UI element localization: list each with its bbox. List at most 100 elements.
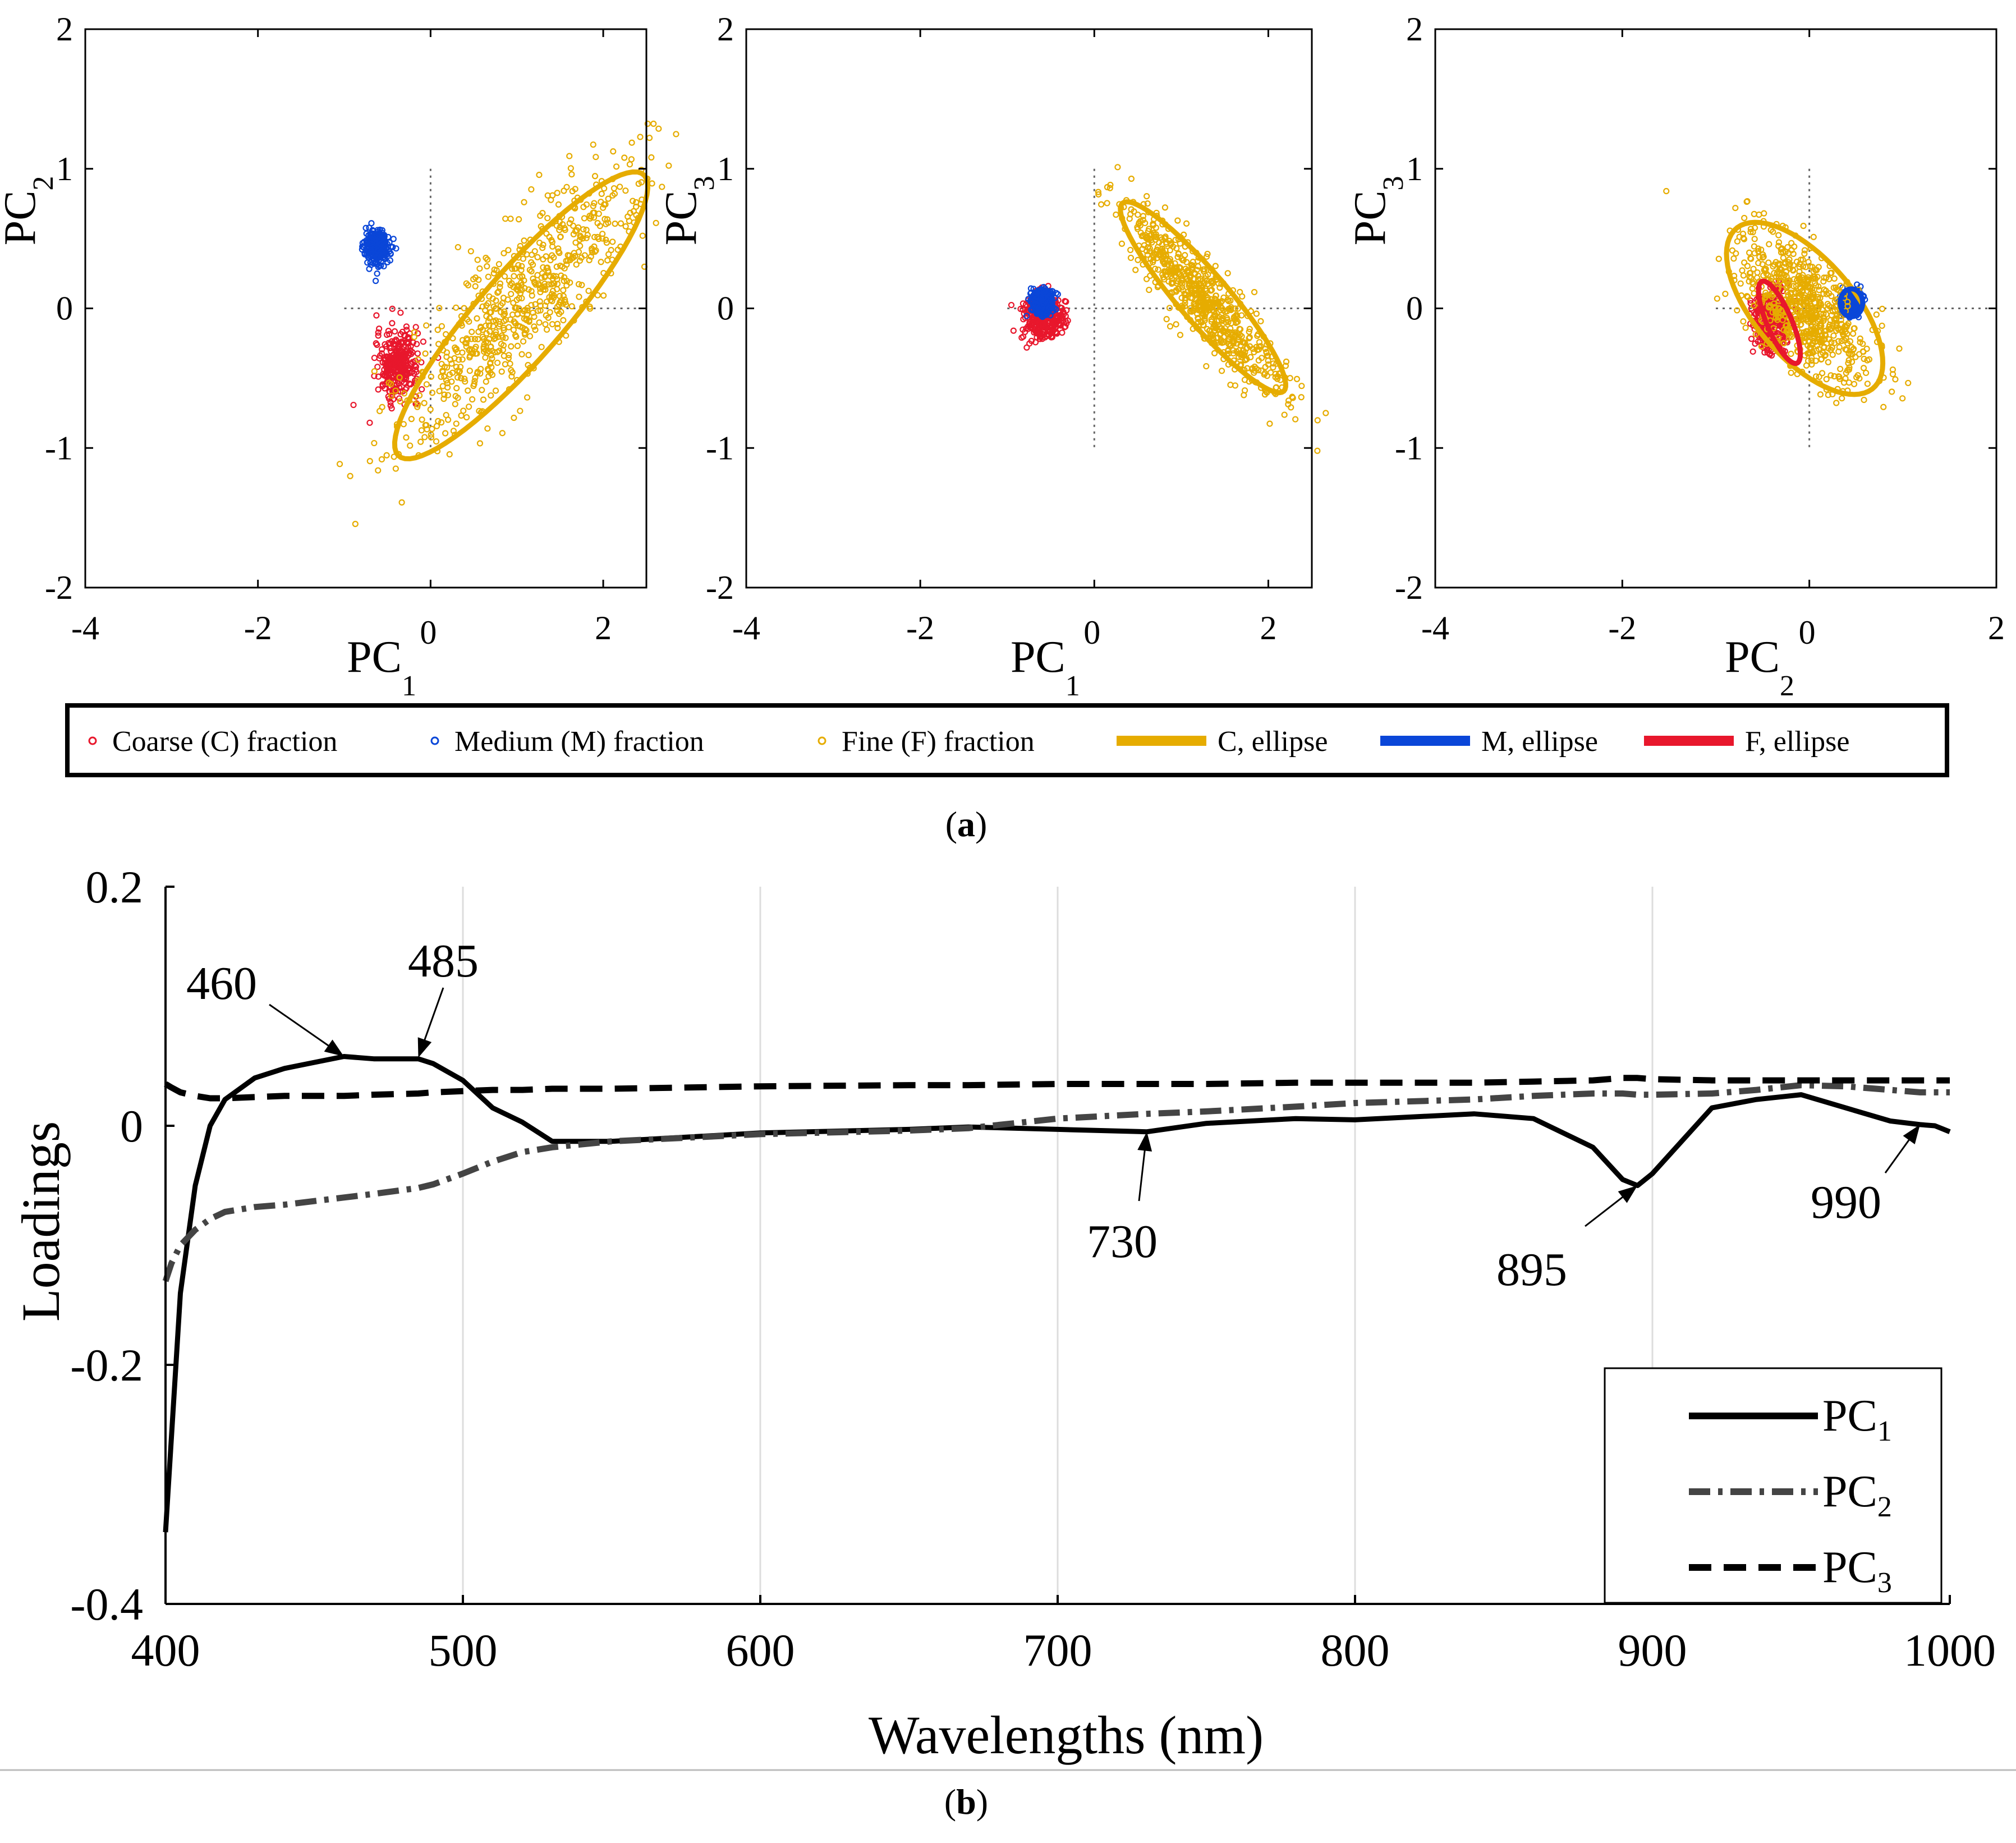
- ellipse-m: [1838, 286, 1866, 319]
- data-point: [1763, 292, 1770, 299]
- annotation-arrow-head: [1137, 1131, 1152, 1152]
- data-point: [1262, 346, 1269, 352]
- data-point: [1188, 282, 1195, 288]
- data-point: [1776, 278, 1783, 285]
- data-point: [539, 209, 546, 217]
- data-point: [1285, 397, 1292, 404]
- data-point: [1250, 345, 1256, 352]
- data-point: [562, 227, 568, 233]
- data-point: [457, 375, 465, 382]
- data-point: [1793, 308, 1800, 314]
- data-point: [498, 368, 505, 375]
- data-point: [1241, 377, 1248, 383]
- data-point: [388, 405, 395, 412]
- annotation-label: 990: [1811, 1176, 1881, 1228]
- data-point: [594, 233, 601, 240]
- legend-frame: [1604, 1367, 1942, 1604]
- data-point: [495, 261, 502, 268]
- data-point: [483, 254, 489, 262]
- data-point: [587, 253, 594, 260]
- data-point: [486, 322, 493, 329]
- data-point: [497, 283, 503, 291]
- data-point: [495, 333, 502, 340]
- data-point: [572, 228, 579, 235]
- data-point: [444, 392, 452, 398]
- data-point: [1800, 222, 1807, 230]
- data-point: [1187, 295, 1194, 301]
- data-point: [560, 317, 567, 324]
- data-point: [1118, 240, 1126, 247]
- data-point: [1827, 372, 1834, 379]
- y-axis-label: PC2: [0, 176, 59, 245]
- data-point: [1192, 281, 1198, 288]
- data-point: [422, 350, 429, 357]
- data-point: [1142, 219, 1149, 227]
- data-point: [603, 236, 609, 243]
- data-point: [1816, 299, 1823, 306]
- data-point: [1821, 331, 1828, 338]
- data-point: [1259, 355, 1265, 361]
- data-point: [1864, 380, 1871, 387]
- data-point: [1807, 285, 1814, 291]
- data-point: [554, 190, 561, 196]
- data-point: [1784, 278, 1790, 285]
- data-point: [1211, 322, 1218, 328]
- data-point: [389, 305, 396, 312]
- data-point: [555, 201, 562, 208]
- data-point: [397, 309, 404, 316]
- data-point: [526, 267, 533, 273]
- data-point: [1262, 364, 1269, 370]
- data-point: [1740, 318, 1747, 325]
- data-point: [537, 307, 544, 314]
- data-point: [1293, 375, 1301, 382]
- data-point: [369, 237, 375, 244]
- data-point: [411, 370, 417, 377]
- data-point: [375, 332, 382, 339]
- data-point: [1889, 388, 1895, 395]
- data-point: [1205, 271, 1211, 278]
- data-point: [1790, 283, 1797, 290]
- data-point: [1848, 359, 1856, 365]
- data-point: [443, 349, 450, 356]
- data-point: [469, 396, 476, 403]
- data-point: [374, 270, 380, 277]
- data-point: [1786, 256, 1793, 263]
- data-point: [1154, 246, 1161, 253]
- x-axis-label: PC2: [1725, 632, 1794, 702]
- data-point: [1817, 310, 1824, 317]
- data-point: [1750, 281, 1757, 287]
- data-point: [1767, 227, 1774, 233]
- y-tick-label: 1: [1406, 150, 1423, 187]
- data-point: [1212, 263, 1219, 269]
- x-axis-label-sub: 1: [1066, 670, 1080, 702]
- data-point: [1739, 267, 1746, 274]
- data-point: [456, 356, 462, 363]
- data-point: [1889, 371, 1896, 378]
- data-point: [1804, 357, 1812, 364]
- data-point: [547, 309, 553, 315]
- data-point: [1098, 201, 1105, 208]
- data-point: [493, 329, 499, 336]
- data-point: [434, 327, 441, 333]
- data-point: [1860, 365, 1867, 372]
- caption-b: (b): [944, 1782, 988, 1822]
- data-point: [655, 125, 662, 132]
- data-point: [521, 237, 527, 244]
- data-point: [502, 361, 508, 368]
- annotation-arrow-head: [324, 1039, 344, 1057]
- data-point: [513, 333, 520, 340]
- data-point: [518, 263, 525, 269]
- data-point: [1823, 291, 1830, 297]
- data-point: [1808, 310, 1815, 317]
- legend-label: Medium (M) fraction: [454, 726, 704, 758]
- data-point: [1760, 251, 1766, 258]
- data-point: [1202, 286, 1209, 292]
- series-fine-points: [336, 120, 679, 528]
- data-point: [1788, 333, 1795, 340]
- data-point: [1314, 447, 1321, 454]
- data-point: [474, 256, 481, 263]
- data-point: [450, 428, 457, 434]
- data-point: [555, 245, 562, 252]
- data-point: [1835, 325, 1842, 332]
- data-point: [1856, 375, 1863, 382]
